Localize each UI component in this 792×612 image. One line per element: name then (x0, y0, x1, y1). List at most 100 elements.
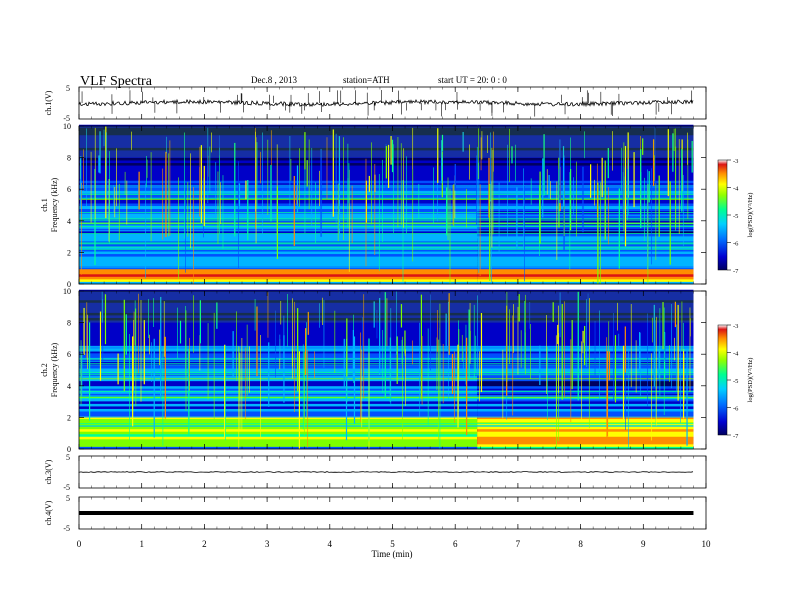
ch2-spectrogram-ylabel-ch: ch.2 (40, 363, 49, 377)
spectrogram-band (477, 413, 694, 417)
spectrogram-band (477, 233, 694, 237)
spectrogram-band (79, 195, 478, 199)
spectrogram-band (79, 220, 478, 224)
colorbar-1-tick-label: -6 (733, 241, 739, 248)
ch1-spectrogram-ytick-label: 4 (67, 217, 71, 226)
spectrogram-band (79, 215, 478, 219)
spectrogram-band (79, 347, 478, 351)
ch1-spectrogram-image (79, 124, 694, 285)
spectrogram-band (477, 170, 694, 174)
spectrogram-top-haze (79, 126, 694, 158)
spectrogram-band (79, 213, 478, 217)
spectrogram-band (477, 157, 694, 161)
spectrogram-band (79, 238, 478, 242)
spectrogram-band (477, 292, 694, 296)
spectrogram-band (477, 246, 694, 250)
spectrogram-band (79, 271, 478, 275)
spectrogram-band (79, 327, 478, 331)
spectrogram-band (79, 322, 478, 326)
ch1-spectrogram-panel: 0 2 4 6 8 10 ch.1 Frequency (kHz) (40, 122, 707, 289)
spectrogram-band (477, 144, 694, 148)
spectrogram-band (79, 261, 478, 265)
spectrogram-band (79, 210, 478, 214)
spectrogram-band (79, 378, 478, 382)
spectrogram-band (477, 167, 694, 171)
spectrogram-band (477, 150, 694, 153)
spectrogram-band (477, 332, 694, 336)
spectrogram-band (79, 332, 478, 336)
spectrogram-band (79, 243, 478, 247)
colorbar-1-tick-label: -5 (733, 213, 738, 220)
spectrogram-band (79, 385, 478, 389)
ch1-panel: 5 -5 ch.1(V) (44, 84, 707, 123)
spectrogram-band (79, 406, 478, 409)
spectrogram-band (79, 443, 478, 447)
ch4-ylabel: ch.4(V) (44, 500, 53, 525)
spectrogram-band (477, 325, 694, 329)
spectrogram-band (79, 302, 478, 306)
time-tick-label: 4 (328, 539, 333, 549)
spectrogram-band (477, 162, 694, 166)
spectrogram-band (79, 325, 478, 329)
spectrogram-band (477, 180, 694, 184)
spectrogram-band (477, 278, 694, 282)
spectrogram-band (477, 253, 694, 257)
spectrogram-band (79, 312, 478, 316)
spectrogram-band (477, 441, 694, 445)
spectrogram-band (79, 139, 478, 143)
spectrogram-band (477, 355, 694, 359)
spectrogram-band (79, 177, 478, 181)
ch3-panel: 5 -5 ch.3(V) (44, 453, 707, 492)
colorbar-2-tick-label: -6 (733, 406, 739, 413)
spectrogram-band (79, 309, 478, 313)
spectrogram-band (477, 261, 694, 265)
spectrogram-band (79, 157, 478, 161)
spectrogram-band (477, 190, 694, 194)
spectrogram-band (477, 342, 694, 346)
spectrogram-band (477, 243, 694, 247)
spectrogram-band (477, 256, 694, 260)
colorbar-2-gradient (717, 324, 728, 436)
colorbar-2-tick-label: -7 (733, 433, 739, 440)
spectrogram-band (477, 416, 694, 420)
spectrogram-band (79, 281, 478, 285)
spectrogram-band (477, 228, 694, 232)
spectrogram-band (79, 297, 478, 301)
ch1-trace-line (78, 98, 694, 108)
spectrogram-band (477, 273, 694, 277)
spectrogram-band (79, 438, 478, 442)
spectrogram-band (477, 299, 694, 303)
spectrogram-band (79, 208, 478, 212)
ch3-ylabel: ch.3(V) (44, 459, 53, 484)
spectrogram-band (477, 398, 694, 402)
spectrogram-band (477, 155, 694, 158)
spectrogram-band (477, 400, 694, 404)
spectrogram-band (477, 142, 694, 146)
spectrogram-band (477, 337, 694, 341)
spectrogram-band (477, 297, 694, 301)
spectrogram-band (79, 383, 478, 387)
ch1-spectrogram-ytick-label: 0 (67, 280, 71, 289)
spectrogram-band (79, 147, 478, 151)
spectrogram-band (477, 408, 694, 412)
ch1-ytick-bottom: -5 (63, 114, 70, 123)
figure-title: VLF Spectra (80, 74, 153, 89)
spectrogram-band (477, 203, 694, 207)
spectrogram-band (477, 137, 694, 141)
spectrogram-band (79, 172, 478, 176)
spectrogram-band (79, 337, 478, 341)
spectrogram-band (79, 137, 478, 141)
spectrogram-band (477, 312, 694, 316)
spectrogram-band (477, 225, 694, 229)
spectrogram-band (477, 302, 694, 306)
spectrogram-band (79, 167, 478, 171)
spectrogram-band (79, 134, 478, 138)
spectrogram-band (477, 446, 694, 450)
station-label: station=ATH (343, 75, 390, 85)
spectrogram-band (477, 327, 694, 331)
ch2-spectrogram-panel: 0 2 4 6 8 10 ch.2 Frequency (kHz) (40, 287, 707, 454)
ch1-ytick-top: 5 (66, 84, 70, 93)
ch4-trace (79, 511, 694, 515)
spectrogram-band (477, 127, 694, 131)
spectrogram-band (79, 170, 478, 174)
